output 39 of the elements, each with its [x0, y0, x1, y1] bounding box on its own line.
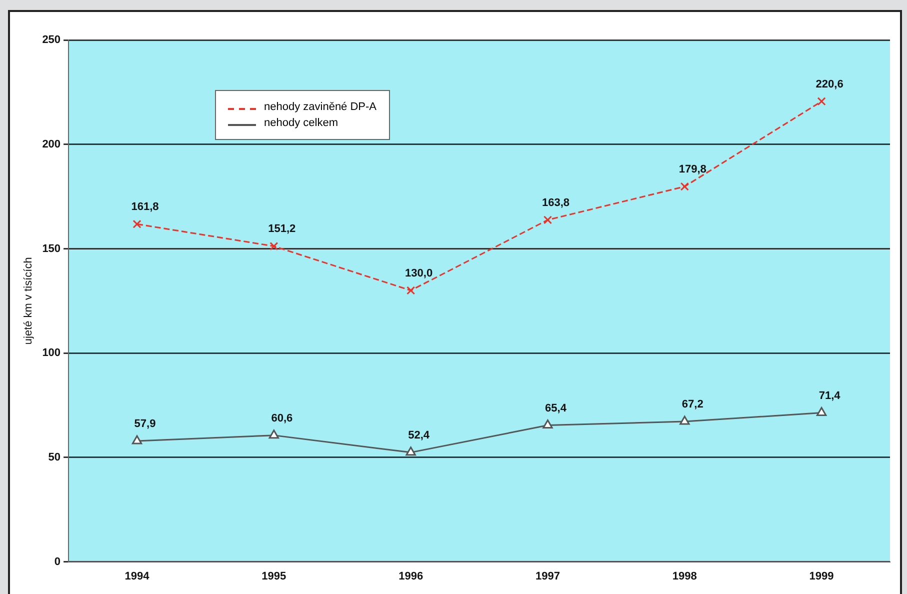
point	[543, 216, 552, 224]
point	[406, 286, 416, 295]
y-tick-label: 250	[42, 34, 61, 46]
point	[132, 435, 142, 444]
x-tick-label: 1997	[535, 570, 560, 582]
data-label: 220,6	[816, 78, 844, 90]
data-label: 60,6	[271, 412, 293, 424]
data-label: 71,4	[818, 390, 842, 402]
y-tick-label: 50	[48, 451, 61, 464]
point	[817, 97, 826, 106]
x-tick-label: 1995	[262, 570, 286, 582]
x-tick-label: 1999	[809, 570, 834, 582]
data-label: 161,8	[131, 201, 159, 214]
y-tick-label: 200	[42, 138, 61, 150]
data-label: 130,0	[405, 267, 433, 280]
point	[680, 416, 690, 425]
y-tick-label: 0	[54, 556, 61, 568]
point	[406, 446, 416, 456]
data-label: 65,4	[545, 402, 568, 414]
x-tick-label: 1998	[672, 570, 697, 582]
data-label: 151,2	[268, 223, 296, 236]
y-tick-label: 150	[42, 242, 61, 255]
point	[268, 430, 279, 439]
point	[132, 220, 142, 228]
data-label: 67,2	[682, 398, 704, 411]
y-tick-label: 100	[42, 347, 61, 360]
y-axis-title: ujeté km v tisících	[22, 257, 35, 345]
point	[270, 242, 278, 250]
data-label: 163,8	[542, 196, 570, 209]
point	[542, 420, 553, 429]
point	[680, 182, 689, 191]
data-label: 57,9	[134, 418, 156, 430]
x-tick-label: 1996	[398, 570, 424, 582]
point	[816, 407, 827, 416]
x-tick-label: 1994	[124, 570, 150, 582]
legend-label: nehody celkem	[264, 117, 338, 129]
legend-label: nehody zaviněné DP-A	[264, 101, 377, 113]
data-label: 52,4	[408, 429, 430, 442]
data-label: 179,8	[678, 164, 706, 176]
